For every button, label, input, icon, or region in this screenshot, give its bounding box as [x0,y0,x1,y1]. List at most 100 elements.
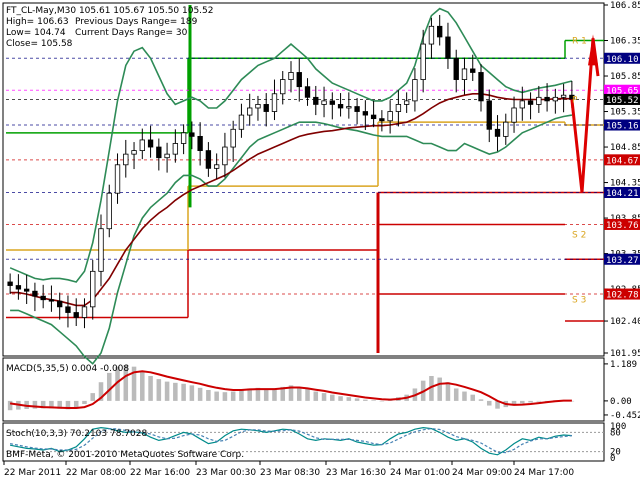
macd-panel-frame [2,357,605,422]
macd-bar [429,376,434,401]
macd-bar [197,387,203,401]
candle-body [189,132,195,137]
macd-bar [247,388,252,401]
price-tick-label: 101.95 [610,349,640,359]
candle-body [205,150,212,169]
macd-bar [462,391,467,401]
candle-body [23,288,30,292]
time-axis: 22 Mar 2011 22 Mar 08:00 22 Mar 16:00 23 Ma… [3,461,574,478]
candle-body [560,94,567,98]
candle-body [164,153,170,159]
stoch-plot [6,426,604,456]
candle-body [7,281,13,286]
price-tag-label: 104.67 [606,156,639,166]
macd-bar [536,400,542,402]
candle-body [329,100,335,105]
series-line [10,93,572,307]
price-tick-label: 104.35 [610,179,640,189]
candle-body [428,25,435,45]
macd-bar [148,376,153,401]
price-tag-label: 105.52 [606,96,639,106]
time-tick-label: 23 Mar 16:30 [326,468,386,478]
stoch-tick-label: 80 [610,428,621,438]
high-label: High= 106.63 [6,17,69,27]
time-tick-label: 22 Mar 16:00 [130,468,190,478]
candle-body [57,300,63,308]
candle-body [139,139,145,151]
level-label: S 3 [572,296,586,306]
macd-bar [263,389,269,401]
macd-bar [106,372,112,401]
macd-bar [40,400,46,409]
macd-bar [239,390,244,401]
bollinger-bands [9,7,573,365]
price-tag-label: 103.76 [606,221,639,231]
macd-bar [280,386,286,401]
candle-body [172,143,179,155]
macd-bar [49,400,54,409]
price-tag-label: 106.10 [606,55,639,65]
stoch-line [9,427,572,454]
macd-bar [65,400,71,410]
level-label: S 2 [572,230,586,240]
candle-body [32,290,38,297]
price-tag-bg [604,186,640,198]
candlesticks [7,14,575,329]
pivot-levels [6,5,604,353]
candle-body [379,118,385,122]
forecast-arrowhead [588,34,598,66]
macd-bar [189,385,195,401]
macd-plot [7,365,575,411]
candle-body [98,228,104,272]
macd-bar [115,366,120,401]
candle-body [437,25,443,38]
macd-bar [131,366,137,401]
price-tick-label: 105.85 [610,72,640,82]
time-tick-label: 24 Mar 09:00 [452,468,512,478]
candle-body [478,72,484,102]
candle-body [147,139,154,148]
candle-body [288,72,294,80]
candle-body [280,79,286,95]
time-tick-label: 23 Mar 00:30 [196,468,256,478]
macd-tick-label: 0.00 [610,397,632,407]
stoch-tick-label: 0 [610,454,615,464]
stoch-title: Stoch(10,3,3) 70.2103 78.7028 [6,429,147,439]
macd-bar [296,386,302,401]
macd-bar [313,391,319,401]
macd-tick-label: -0.452 [610,411,640,421]
candle-body [519,100,525,109]
candle-body [197,135,203,151]
macd-bar [173,382,178,401]
candle-body [271,93,278,112]
candle-body [255,104,261,109]
macd-bar [379,400,385,402]
price-tag-bg [604,93,640,105]
candle-body [494,128,501,137]
forecast-arrow [570,34,600,193]
macd-bar [222,392,228,401]
candle-body [544,96,550,102]
candle-body [238,114,245,130]
candle-body [346,106,352,109]
price-panel-frame [2,2,605,357]
price-tag-bg [604,154,640,166]
candle-body [263,104,269,112]
candle-body [552,96,559,102]
candle-body [230,128,236,148]
time-tick-label: 23 Mar 08:30 [260,468,320,478]
macd-bar [164,381,170,401]
macd-bar [445,382,451,401]
candle-body [180,132,187,144]
candle-body [81,306,88,318]
price-tick-label: 104.85 [610,143,640,153]
macd-bar [528,400,533,403]
macd-bar [520,400,525,404]
macd-bar [73,400,79,409]
stoch-tick-label: 100 [610,422,626,432]
stoch-tick-label: 20 [610,448,621,458]
macd-bar [511,400,517,405]
macd-bar [305,389,310,401]
macd-bar [272,388,277,401]
